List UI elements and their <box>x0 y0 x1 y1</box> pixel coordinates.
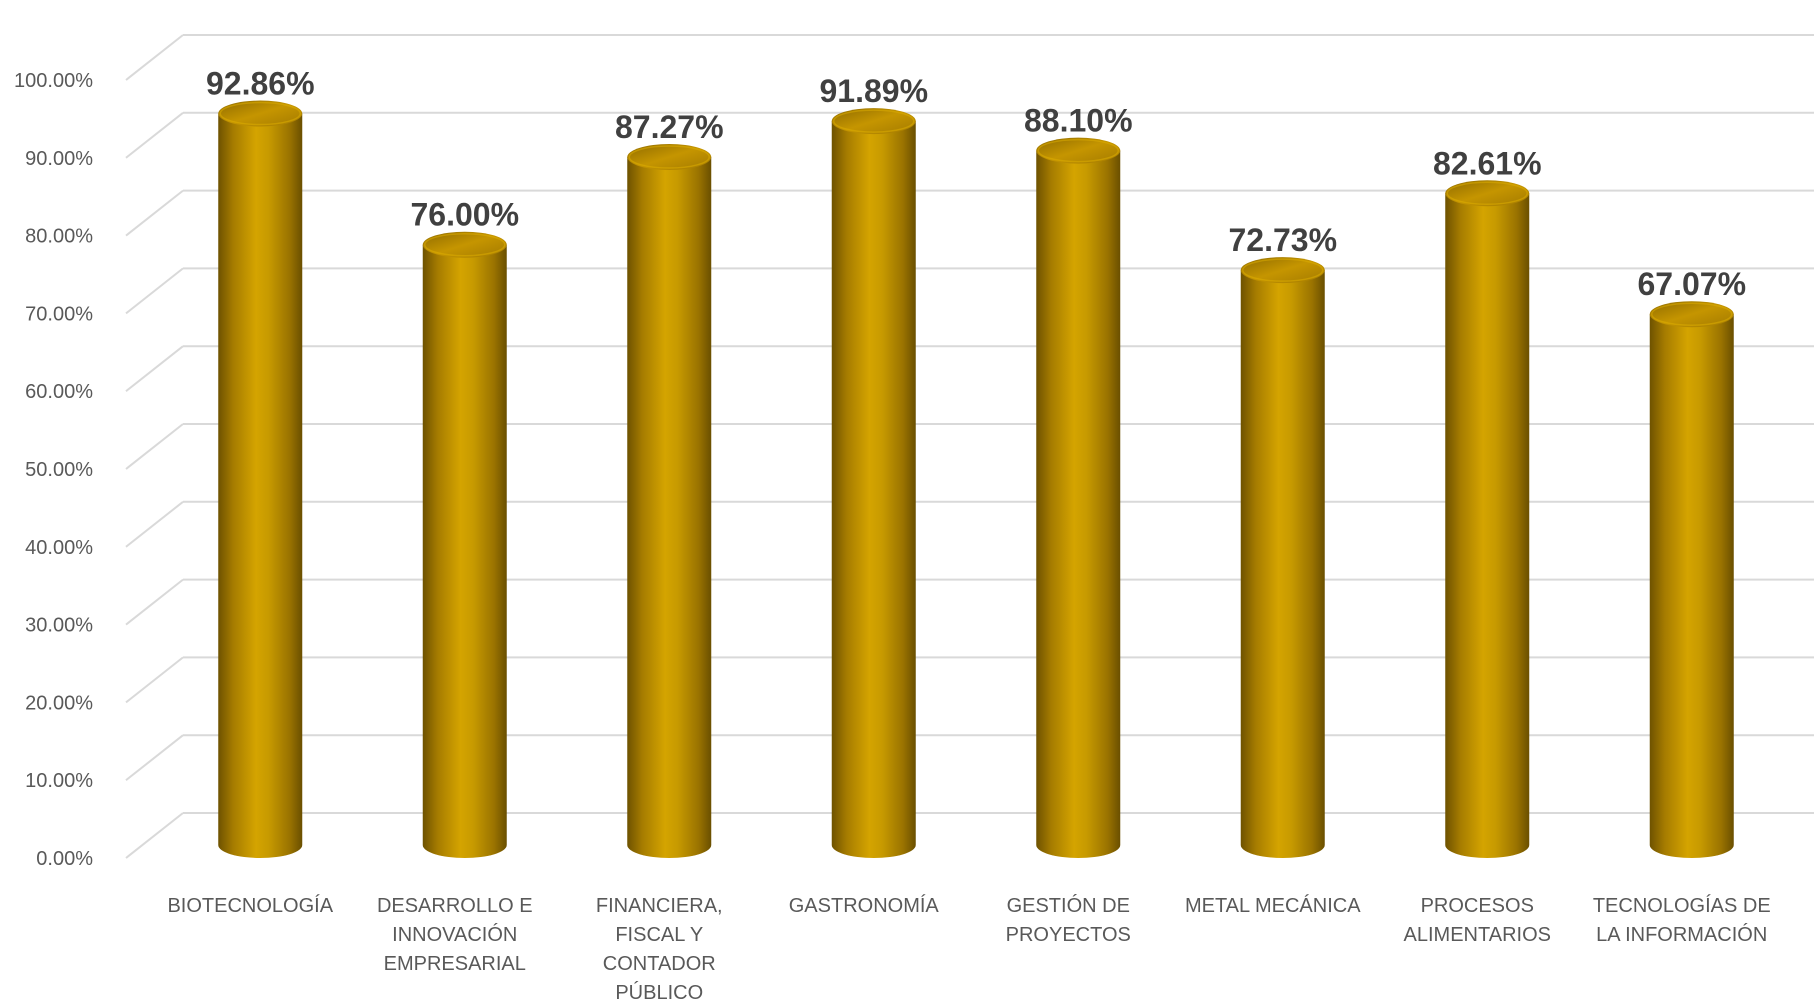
bar-top <box>1036 137 1121 164</box>
data-label: 67.07% <box>1637 266 1746 302</box>
gridline-diagonal <box>125 267 184 315</box>
y-tick-label: 30.00% <box>25 615 93 637</box>
x-axis-categories: BIOTECNOLOGÍA DESARROLLO E INNOVACIÓN EMPRE… <box>167 894 1770 1003</box>
data-label: 76.00% <box>410 197 519 233</box>
bar-top-highlight <box>833 109 915 133</box>
category-label: DESARROLLO E INNOVACIÓN EMPRESARIAL <box>377 895 533 975</box>
bar-top <box>1445 180 1530 207</box>
bar-body <box>1649 314 1734 858</box>
category-label: METAL MECÁNICA <box>1185 894 1361 917</box>
gridline-diagonal <box>125 501 184 548</box>
y-tick-label: 60.00% <box>25 381 93 403</box>
category-label: FINANCIERA, FISCAL Y CONTADOR PÚBLICO <box>596 895 723 1003</box>
category-label: BIOTECNOLOGÍA <box>167 894 333 917</box>
data-label: 92.86% <box>206 66 315 102</box>
bar-body <box>1445 193 1530 859</box>
bar-top <box>627 144 712 171</box>
bar <box>1445 180 1530 859</box>
y-tick-label: 90.00% <box>25 148 93 170</box>
data-label: 87.27% <box>615 109 724 145</box>
gridlines <box>125 34 1814 859</box>
bar-body <box>1240 270 1325 858</box>
bar-top <box>1649 301 1734 328</box>
y-tick-label: 70.00% <box>25 303 93 325</box>
gridline-diagonal <box>125 656 184 704</box>
gridline-diagonal <box>125 812 184 859</box>
data-label: 82.61% <box>1433 145 1542 181</box>
bar <box>831 108 916 858</box>
bar-top-highlight <box>1242 258 1324 282</box>
gridline-diagonal <box>125 345 184 392</box>
y-tick-label: 100.00% <box>14 70 93 92</box>
gridline-diagonal <box>125 578 184 626</box>
bar <box>627 144 712 858</box>
bar <box>1649 301 1734 858</box>
category-label: PROCESOS ALIMENTARIOS <box>1404 895 1551 946</box>
bar-top <box>1240 257 1325 284</box>
data-labels: 92.86% 76.00% 87.27% 91.89% 88.10% 72.73% 82.6… <box>206 66 1746 303</box>
bar-top-highlight <box>1651 302 1733 326</box>
data-label: 88.10% <box>1024 103 1133 139</box>
bar-body <box>218 113 303 859</box>
category-label: GESTIÓN DE PROYECTOS <box>1006 894 1131 946</box>
gridline-diagonal <box>125 423 184 470</box>
bar-top-highlight <box>1037 138 1119 163</box>
gridline-diagonal <box>125 734 184 781</box>
data-label: 91.89% <box>819 73 928 109</box>
bar-top <box>422 231 507 258</box>
category-label: TECNOLOGÍAS DE LA INFORMACIÓN <box>1593 894 1771 946</box>
bar <box>218 100 303 859</box>
gridline-diagonal <box>125 34 184 81</box>
y-tick-label: 20.00% <box>25 692 93 714</box>
category-label: GASTRONOMÍA <box>789 894 940 917</box>
y-tick-label: 0.00% <box>36 848 93 870</box>
data-label: 72.73% <box>1228 222 1337 258</box>
bar <box>1036 137 1121 858</box>
y-tick-label: 50.00% <box>25 459 93 481</box>
bar-top-highlight <box>219 101 301 126</box>
bar <box>1240 257 1325 858</box>
y-tick-label: 80.00% <box>25 226 93 248</box>
y-axis-ticks: 0.00% 10.00% 20.00% 30.00% 40.00% 50.00% 60.00… <box>14 70 93 870</box>
bar-top-highlight <box>628 145 710 169</box>
bar-top-highlight <box>1446 181 1528 206</box>
bar <box>422 231 507 859</box>
bar-body <box>627 157 712 858</box>
bar-body <box>831 121 916 858</box>
bars <box>218 100 1734 859</box>
bar-top <box>218 100 303 127</box>
gridline-diagonal <box>125 112 184 159</box>
y-tick-label: 10.00% <box>25 770 93 792</box>
gridline-diagonal <box>125 189 184 237</box>
bar-body <box>1036 150 1121 858</box>
bar-top <box>831 108 916 135</box>
bar-top-highlight <box>424 232 506 257</box>
bar-body <box>422 244 507 859</box>
y-tick-label: 40.00% <box>25 537 93 559</box>
